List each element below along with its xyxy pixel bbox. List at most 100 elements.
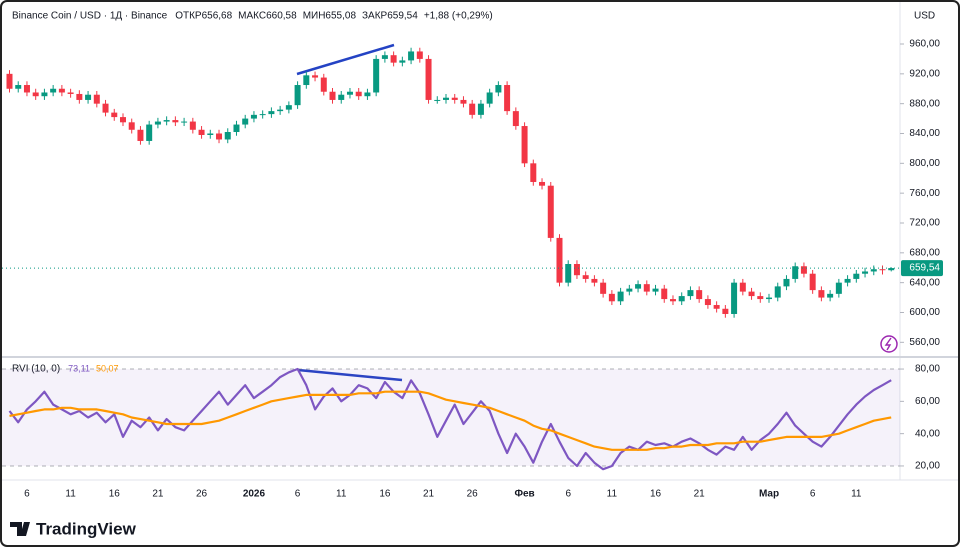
indicator-value: 73,11 bbox=[68, 363, 90, 373]
y-tick-label: 800,00 bbox=[909, 158, 940, 169]
y-tick-label: 720,00 bbox=[909, 218, 940, 229]
alert-icon-bolt bbox=[884, 337, 892, 351]
symbol-title: Binance Coin / USD · 1Д · Binance bbox=[12, 11, 168, 22]
y-tick-label: 680,00 bbox=[909, 247, 940, 258]
candle-body bbox=[469, 103, 476, 115]
candle-body bbox=[23, 85, 30, 93]
x-tick-label: 6 bbox=[24, 489, 30, 500]
trendline bbox=[296, 43, 395, 76]
x-tick-label: 6 bbox=[810, 489, 816, 500]
last-price-box bbox=[901, 260, 943, 277]
indicator-value: 50,07 bbox=[96, 363, 119, 373]
candle-body bbox=[539, 181, 546, 186]
candle-body bbox=[294, 85, 301, 106]
candle-body bbox=[460, 99, 467, 104]
candle-body bbox=[250, 114, 257, 119]
y-tick-label: 840,00 bbox=[909, 128, 940, 139]
candle-body bbox=[76, 93, 83, 100]
candle-body bbox=[591, 278, 598, 283]
y-tick-label: 760,00 bbox=[909, 188, 940, 199]
candle-body bbox=[102, 103, 109, 113]
candle-body bbox=[809, 273, 816, 291]
last-price-label: 659,54 bbox=[909, 263, 940, 274]
candle-body bbox=[408, 51, 415, 61]
candle-body bbox=[818, 290, 825, 298]
candle-body bbox=[146, 124, 153, 141]
ohlc-value: ЗАКР659,54 bbox=[362, 11, 418, 22]
candle-body bbox=[224, 132, 231, 140]
candle-body bbox=[678, 296, 685, 302]
candle-body bbox=[373, 58, 380, 93]
candle-body bbox=[835, 282, 842, 294]
candle-body bbox=[312, 75, 319, 78]
candle-body bbox=[582, 275, 589, 279]
y-tick-label: 20,00 bbox=[915, 461, 940, 472]
candle-body bbox=[41, 92, 48, 97]
candle-body bbox=[608, 293, 615, 302]
x-tick-label: 16 bbox=[650, 489, 662, 500]
candle-body bbox=[137, 129, 144, 141]
candle-body bbox=[774, 286, 781, 298]
candle-body bbox=[800, 266, 807, 274]
candle-body bbox=[757, 296, 764, 300]
candle-body bbox=[573, 264, 580, 276]
x-tick-label: 6 bbox=[295, 489, 301, 500]
x-tick-label: 21 bbox=[694, 489, 706, 500]
candle-body bbox=[853, 273, 860, 279]
candle-body bbox=[399, 60, 406, 63]
candle-body bbox=[530, 163, 537, 182]
candle-body bbox=[216, 133, 223, 140]
candle-body bbox=[748, 291, 755, 297]
x-tick-label: 11 bbox=[336, 489, 347, 500]
candle-body bbox=[259, 114, 266, 116]
y-tick-label: 560,00 bbox=[909, 337, 940, 348]
candle-body bbox=[198, 129, 205, 135]
candle-body bbox=[50, 88, 57, 93]
candle-body bbox=[739, 282, 746, 292]
candle-body bbox=[181, 121, 188, 123]
candle-body bbox=[93, 94, 100, 104]
candle-body bbox=[870, 269, 877, 272]
candle-body bbox=[783, 278, 790, 287]
candle-body bbox=[844, 278, 851, 283]
candle-body bbox=[477, 103, 484, 115]
x-tick-label: Мар bbox=[759, 489, 779, 500]
candle-body bbox=[486, 92, 493, 104]
candle-body bbox=[565, 264, 572, 283]
candle-body bbox=[617, 291, 624, 302]
x-tick-label: 6 bbox=[565, 489, 571, 500]
currency: USD bbox=[914, 11, 935, 22]
candle-body bbox=[687, 290, 694, 297]
candle-body bbox=[154, 121, 161, 125]
candle-body bbox=[451, 97, 458, 100]
candle-body bbox=[346, 91, 353, 95]
candle-body bbox=[416, 51, 423, 59]
trendline bbox=[297, 368, 403, 382]
candle-body bbox=[207, 133, 214, 135]
candle-body bbox=[163, 120, 170, 122]
candle-body bbox=[713, 305, 720, 309]
y-tick-label: 920,00 bbox=[909, 68, 940, 79]
candle-body bbox=[390, 55, 397, 63]
brand: TradingView bbox=[36, 519, 137, 538]
x-tick-label: 11 bbox=[851, 489, 862, 500]
candle-body bbox=[792, 266, 799, 279]
candle-body bbox=[285, 105, 292, 110]
candle-body bbox=[600, 282, 607, 294]
candle-body bbox=[268, 111, 275, 115]
x-tick-label: Фев bbox=[514, 489, 534, 500]
candle-body bbox=[495, 85, 502, 93]
x-tick-label: 21 bbox=[423, 489, 435, 500]
ohlc-value: ОТКР656,68 bbox=[175, 11, 232, 22]
x-tick-label: 26 bbox=[467, 489, 479, 500]
y-tick-label: 60,00 bbox=[915, 396, 940, 407]
y-tick-label: 960,00 bbox=[909, 39, 940, 50]
alert-icon[interactable] bbox=[880, 335, 898, 353]
candle-body bbox=[521, 126, 528, 164]
candle-body bbox=[338, 94, 345, 100]
x-tick-label: 26 bbox=[196, 489, 208, 500]
candle-body bbox=[67, 92, 74, 94]
candle-body bbox=[6, 73, 13, 89]
candle-body bbox=[643, 284, 650, 292]
